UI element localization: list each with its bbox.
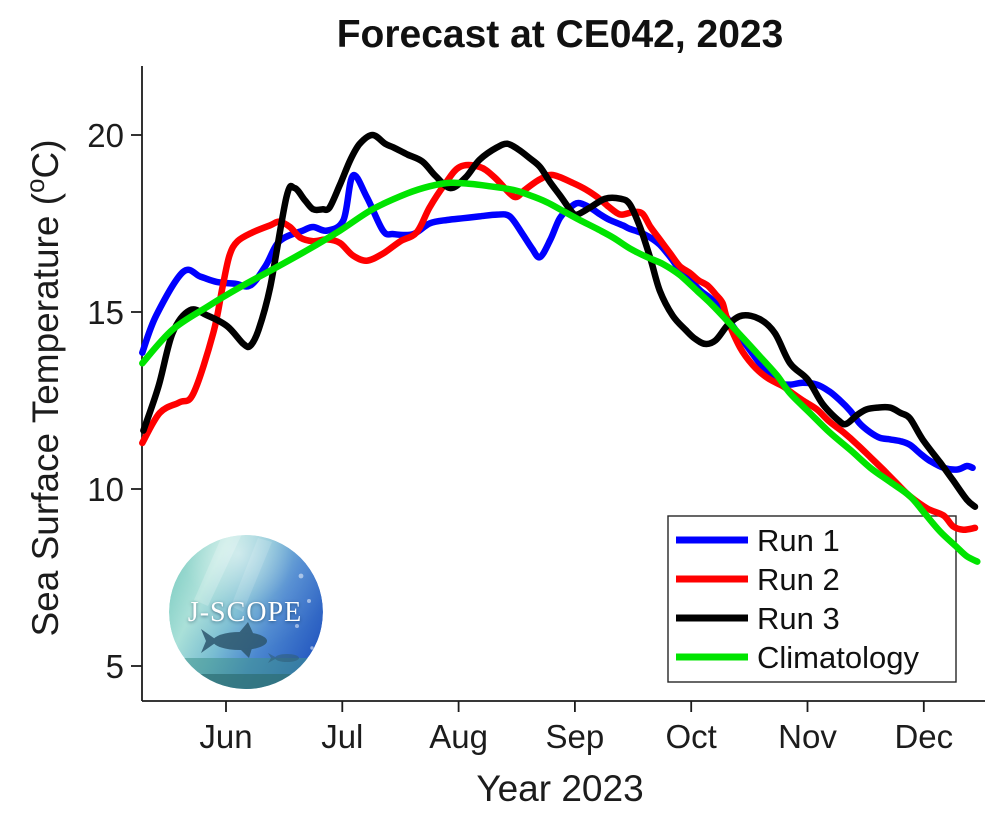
axes: Jun Jul Aug Sep Oct Nov Dec 20 15 10 5 bbox=[87, 66, 985, 755]
legend-item-run2: Run 2 bbox=[676, 562, 840, 597]
series-line-run-3 bbox=[140, 131, 979, 510]
degree-superscript: o bbox=[20, 179, 50, 193]
legend: Run 1 Run 2 Run 3 Climatology bbox=[667, 515, 957, 683]
x-tick-label: Oct bbox=[666, 718, 717, 755]
x-tick-label: Jun bbox=[199, 718, 252, 755]
series-line-climatology bbox=[139, 179, 981, 565]
x-tick-label: Nov bbox=[778, 718, 837, 755]
y-tick-label: 10 bbox=[87, 471, 124, 508]
y-axis-label-main: Sea Surface Temperature ( bbox=[25, 192, 66, 636]
y-tick-label: 20 bbox=[87, 117, 124, 154]
x-tick-label: Jul bbox=[321, 718, 363, 755]
logo-light-glow bbox=[169, 535, 323, 689]
legend-label-run2: Run 2 bbox=[757, 562, 840, 597]
bubbles bbox=[295, 573, 314, 650]
x-tick-label: Aug bbox=[429, 718, 488, 755]
fish-silhouette bbox=[201, 622, 267, 658]
chart-title: Forecast at CE042, 2023 bbox=[337, 13, 784, 56]
legend-item-run1: Run 1 bbox=[676, 523, 840, 558]
series-line-run-1 bbox=[139, 171, 976, 473]
small-fish-silhouette bbox=[268, 653, 299, 663]
legend-label-run3: Run 3 bbox=[757, 601, 840, 636]
x-tick-label: Sep bbox=[546, 718, 605, 755]
logo-text: J-SCOPE bbox=[188, 597, 302, 628]
y-axis-label: Sea Surface Temperature (oC) bbox=[20, 139, 66, 636]
y-tick-label: 15 bbox=[87, 294, 124, 331]
x-axis-label: Year 2023 bbox=[476, 768, 643, 809]
legend-item-run3: Run 3 bbox=[676, 601, 840, 636]
y-axis-label-unit: C) bbox=[25, 139, 66, 178]
legend-item-climatology: Climatology bbox=[676, 640, 919, 675]
x-tick-label: Dec bbox=[894, 718, 953, 755]
y-tick-label: 5 bbox=[106, 648, 124, 685]
data-curves bbox=[139, 131, 981, 565]
jscope-logo: J-SCOPE bbox=[169, 535, 323, 689]
legend-label-climatology: Climatology bbox=[757, 640, 919, 675]
legend-label-run1: Run 1 bbox=[757, 523, 840, 558]
axis-ticks: Jun Jul Aug Sep Oct Nov Dec 20 15 10 5 bbox=[87, 117, 953, 755]
